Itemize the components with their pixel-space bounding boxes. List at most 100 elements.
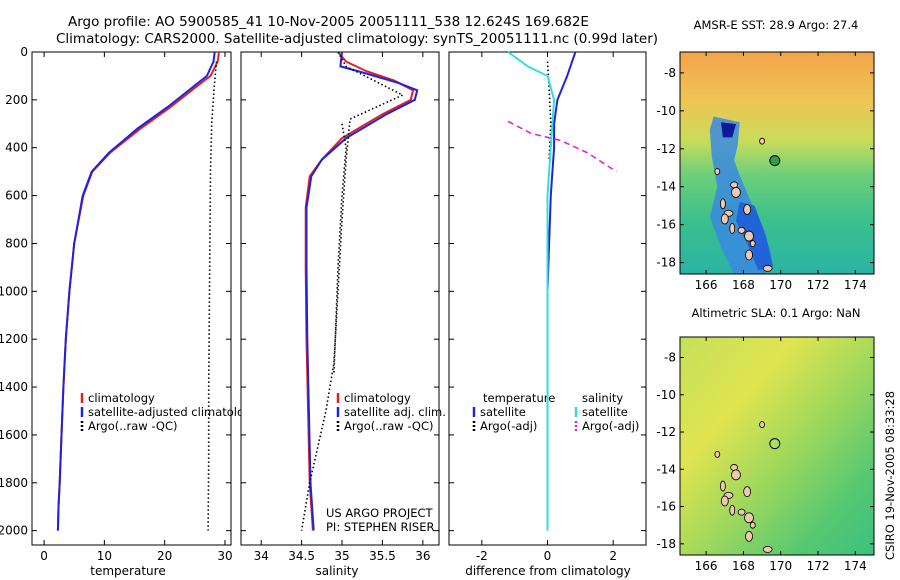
- map-x-tick-label: 166: [695, 278, 718, 292]
- argo-float-marker: [769, 155, 781, 167]
- difference-legend-salinity-header: salinity: [582, 391, 623, 405]
- temperature-legend-2: satellite-adjusted climatology: [88, 405, 258, 419]
- temperature-series-line-1: [56, 51, 216, 531]
- salinity-series-line-2: [300, 51, 405, 531]
- depth-tick-label: 1800: [0, 476, 28, 490]
- salinity-legend-1: climatology: [344, 391, 411, 405]
- island: [720, 213, 729, 225]
- island: [729, 504, 736, 516]
- salinity-x-tick-label: 36: [415, 549, 430, 563]
- map-x-tick-label: 168: [732, 559, 755, 573]
- salinity-legend-2: satellite adj. clim.: [344, 405, 446, 419]
- salinity-x-tick-label: 34.5: [288, 549, 315, 563]
- difference-legend-temp-satellite: satellite: [480, 405, 526, 419]
- difference-legend-sal-satellite: satellite: [582, 405, 628, 419]
- salinity-panel: climatology satellite adj. clim. Argo(..…: [240, 51, 446, 578]
- csiro-timestamp: CSIRO 19-Nov-2005 08:33:28: [883, 391, 897, 560]
- island: [731, 469, 741, 481]
- argo-float-marker: [769, 438, 781, 450]
- island: [731, 187, 741, 198]
- island: [743, 486, 752, 498]
- sla-field: [680, 337, 874, 555]
- map-y-tick-label: -10: [656, 104, 676, 118]
- island: [737, 508, 746, 516]
- map-x-tick-label: 174: [844, 278, 867, 292]
- island: [745, 530, 753, 542]
- depth-tick-label: 2000: [0, 524, 28, 538]
- sla-map-frame: [679, 336, 875, 556]
- island: [745, 249, 753, 261]
- sst-map-panel: AMSR-E SST: 28.9 Argo: 27.4 166 168 170 172…: [656, 18, 875, 292]
- map-y-tick-label: -18: [656, 537, 676, 551]
- depth-tick-label: 1000: [0, 284, 28, 298]
- difference-series-line-2: [507, 51, 556, 531]
- depth-tick-label: 1400: [0, 380, 28, 394]
- island: [762, 546, 773, 553]
- difference-legend-sal-argo: Argo(-adj): [582, 419, 639, 433]
- island: [714, 450, 721, 458]
- temperature-x-tick-label: 10: [97, 549, 112, 563]
- depth-tick-label: 200: [5, 93, 28, 107]
- island: [743, 204, 752, 215]
- island: [749, 240, 756, 248]
- map-y-tick-label: -16: [656, 218, 676, 232]
- salinity-x-tick-label: 35.5: [369, 549, 396, 563]
- island: [744, 230, 754, 242]
- salinity-series-line-1: [305, 51, 419, 531]
- island: [759, 421, 765, 428]
- depth-tick-label: 1200: [0, 332, 28, 346]
- sla-map-title: Altimetric SLA: 0.1 Argo: NaN: [691, 306, 860, 320]
- island: [749, 521, 756, 529]
- difference-series-line-1: [546, 61, 552, 160]
- project-annotation-2: PI: STEPHEN RISER: [326, 520, 435, 534]
- project-annotation-1: US ARGO PROJECT: [326, 506, 434, 520]
- salinity-x-label: salinity: [315, 564, 358, 578]
- map-y-tick-label: -14: [656, 180, 676, 194]
- difference-panel: temperature salinity satellite Argo(-adj…: [448, 51, 647, 578]
- island: [759, 137, 765, 145]
- temperature-x-label: temperature: [90, 564, 165, 578]
- salinity-series-line-3: [333, 123, 347, 376]
- island: [720, 480, 726, 492]
- difference-x-tick-label: 0: [544, 549, 552, 563]
- temperature-x-tick-label: 0: [40, 549, 48, 563]
- sst-map-title: AMSR-E SST: 28.9 Argo: 27.4: [694, 18, 859, 32]
- map-y-tick-label: -14: [656, 462, 676, 476]
- island: [729, 223, 736, 234]
- map-y-tick-label: -12: [656, 425, 676, 439]
- map-y-tick-label: -8: [664, 66, 676, 80]
- map-x-tick-label: 172: [807, 278, 830, 292]
- map-x-tick-label: 170: [769, 278, 792, 292]
- island: [744, 512, 754, 524]
- depth-tick-label: 1600: [0, 428, 28, 442]
- sst-cold-patch: [736, 201, 774, 271]
- island: [720, 198, 726, 210]
- map-x-tick-label: 166: [695, 559, 718, 573]
- depth-tick-label: 0: [20, 45, 28, 59]
- island: [762, 264, 773, 272]
- difference-x-tick-label: -2: [476, 549, 488, 563]
- map-x-tick-label: 172: [807, 559, 830, 573]
- header-line-1: Argo profile: AO 5900585_41 10-Nov-2005 …: [68, 14, 589, 30]
- depth-tick-label: 800: [5, 236, 28, 250]
- sla-map-panel: Altimetric SLA: 0.1 Argo: NaN 166 168 170 1…: [656, 306, 875, 573]
- temperature-legend-1: climatology: [88, 391, 155, 405]
- temperature-series-line-2: [207, 61, 218, 531]
- difference-legend-temperature-header: temperature: [483, 391, 555, 405]
- temperature-x-tick-label: 20: [157, 549, 172, 563]
- map-y-tick-label: -16: [656, 500, 676, 514]
- sst-map-frame: [679, 51, 875, 275]
- difference-x-tick-label: 2: [609, 549, 617, 563]
- temperature-legend-3: Argo(..raw -QC): [88, 419, 178, 433]
- map-y-tick-label: -8: [664, 350, 676, 364]
- map-y-tick-label: -12: [656, 142, 676, 156]
- map-x-tick-label: 170: [769, 559, 792, 573]
- map-y-tick-label: -18: [656, 256, 676, 270]
- salinity-plot-frame: [240, 51, 440, 546]
- map-y-tick-label: -10: [656, 388, 676, 402]
- salinity-x-tick-label: 34: [254, 549, 269, 563]
- salinity-legend-3: Argo(..raw -QC): [344, 419, 434, 433]
- island: [730, 181, 738, 189]
- island: [737, 226, 746, 234]
